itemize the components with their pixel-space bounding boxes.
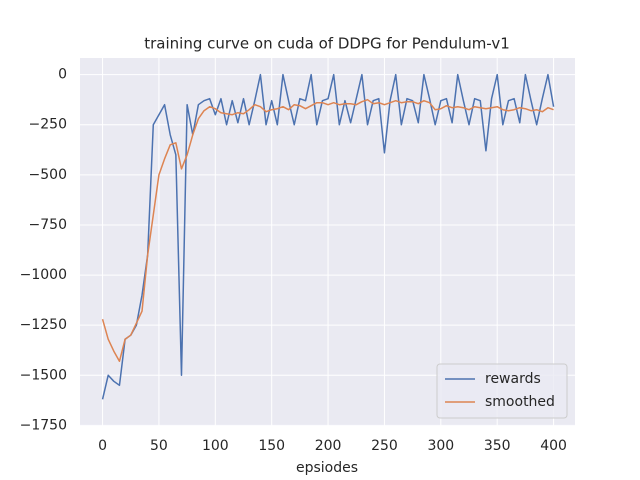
x-tick-label: 200 <box>315 438 342 454</box>
x-tick-label: 50 <box>150 438 168 454</box>
y-tick-label: −250 <box>29 117 67 133</box>
y-tick-label: −1000 <box>20 267 67 283</box>
x-tick-label: 400 <box>540 438 567 454</box>
legend-label: smoothed <box>485 394 555 410</box>
x-axis-label: epsiodes <box>296 460 358 476</box>
y-tick-label: −750 <box>29 217 67 233</box>
data-line <box>101 98 554 363</box>
x-tick-label: 100 <box>202 438 229 454</box>
x-tick-label: 300 <box>427 438 454 454</box>
y-tick-label: −500 <box>29 167 67 183</box>
data-line <box>101 73 555 400</box>
y-tick-label: −1250 <box>20 317 67 333</box>
y-tick-label: −1750 <box>20 417 67 433</box>
x-tick-label: 0 <box>98 438 107 454</box>
y-tick-label: 0 <box>58 67 67 83</box>
x-tick-label: 150 <box>258 438 285 454</box>
chart-title: training curve on cuda of DDPG for Pendu… <box>144 35 510 53</box>
x-tick-label: 250 <box>371 438 398 454</box>
y-tick-label: −1500 <box>20 367 67 383</box>
legend-label: rewards <box>485 371 541 387</box>
legend-box <box>436 363 568 419</box>
x-tick-label: 350 <box>484 438 511 454</box>
